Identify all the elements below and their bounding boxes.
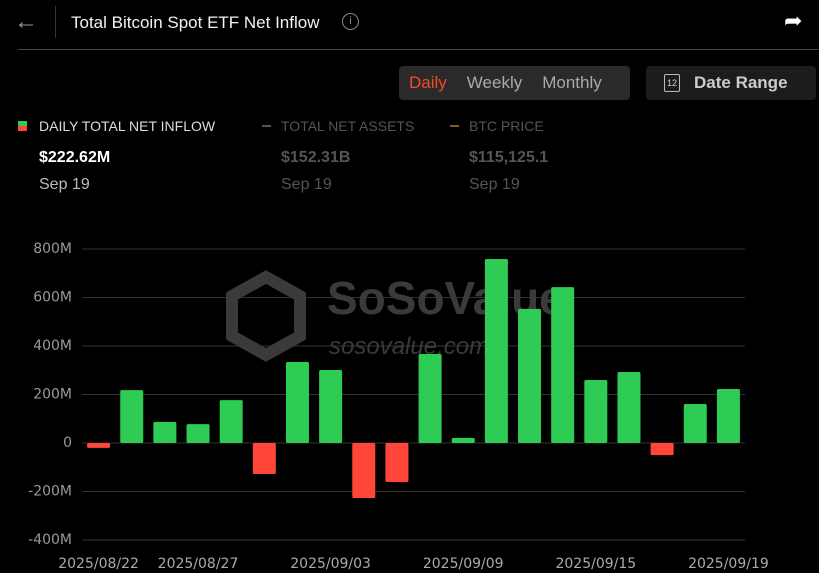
bar-2025/09/15[interactable]	[584, 379, 608, 443]
bar-2025/09/17[interactable]	[650, 443, 674, 456]
y-tick-label: 800M	[33, 241, 72, 257]
bar-2025/08/25[interactable]	[120, 390, 144, 443]
bar-2025/08/26[interactable]	[153, 421, 177, 443]
y-tick-label: 0	[63, 435, 72, 451]
bar-2025/09/02[interactable]	[285, 362, 309, 443]
legend-swatch-icon	[18, 121, 27, 131]
legend-total-net-assets[interactable]: TOTAL NET ASSETS	[262, 118, 414, 134]
bar-2025/09/05[interactable]	[385, 443, 409, 483]
tab-daily[interactable]: Daily	[409, 73, 447, 92]
y-tick-label: -400M	[28, 532, 72, 548]
x-tick-label: 2025/09/09	[423, 556, 504, 572]
tab-weekly[interactable]: Weekly	[466, 73, 523, 92]
x-tick-label: 2025/08/27	[158, 556, 239, 572]
bar-2025/09/18[interactable]	[683, 403, 707, 443]
bar-2025/09/08[interactable]	[418, 354, 442, 443]
share-icon[interactable]: ➦	[784, 8, 803, 33]
bar-2025/09/12[interactable]	[551, 287, 575, 443]
x-tick-label: 2025/09/19	[688, 556, 769, 572]
bar-2025/08/29[interactable]	[252, 443, 276, 475]
net-assets-value: $152.31B	[281, 149, 351, 166]
bar-2025/08/27[interactable]	[186, 424, 210, 443]
legend-line-icon	[262, 125, 271, 127]
y-tick-label: 400M	[33, 338, 72, 354]
watermark: SoSoValue sosovalue.com	[226, 270, 565, 362]
bar-2025/09/04[interactable]	[352, 443, 376, 499]
legend-label: DAILY TOTAL NET INFLOW	[39, 118, 216, 134]
net-assets-date: Sep 19	[281, 176, 332, 193]
btc-price-date: Sep 19	[469, 176, 520, 193]
inflow-date: Sep 19	[39, 176, 90, 193]
legend-label: BTC PRICE	[469, 118, 544, 134]
watermark-logo-icon	[226, 270, 306, 362]
date-range-button[interactable]: 12 Date Range	[646, 66, 816, 100]
bar-2025/08/22[interactable]	[87, 443, 111, 448]
calendar-icon: 12	[664, 74, 680, 92]
watermark-url: sosovalue.com	[329, 333, 489, 360]
bar-2025/09/03[interactable]	[319, 370, 343, 443]
bar-2025/09/11[interactable]	[518, 308, 542, 443]
bar-2025/09/19[interactable]	[716, 389, 740, 443]
x-tick-label: 2025/09/15	[555, 556, 636, 572]
bar-2025/09/16[interactable]	[617, 371, 641, 443]
bar-2025/08/28[interactable]	[219, 400, 243, 443]
bar-2025/09/10[interactable]	[484, 258, 508, 443]
back-button[interactable]: ←	[14, 8, 38, 35]
legend-line-icon	[450, 125, 459, 127]
legend-daily-inflow[interactable]: DAILY TOTAL NET INFLOW	[18, 118, 215, 134]
page-title: Total Bitcoin Spot ETF Net Inflow	[71, 13, 320, 32]
y-tick-label: 200M	[33, 387, 72, 403]
divider	[18, 49, 819, 50]
info-icon[interactable]: i	[342, 13, 359, 30]
bar-2025/09/09[interactable]	[451, 437, 475, 443]
legend-btc-price[interactable]: BTC PRICE	[450, 118, 544, 134]
y-tick-label: -200M	[28, 484, 72, 500]
period-toggle: Daily Weekly Monthly	[399, 66, 630, 100]
divider	[55, 6, 56, 38]
btc-price-value: $115,125.1	[469, 149, 549, 166]
date-range-label: Date Range	[694, 73, 788, 92]
x-tick-label: 2025/09/03	[290, 556, 371, 572]
y-tick-label: 600M	[33, 290, 72, 306]
inflow-value: $222.62M	[39, 149, 111, 166]
legend-label: TOTAL NET ASSETS	[281, 118, 415, 134]
x-tick-label: 2025/08/22	[58, 556, 139, 572]
tab-monthly[interactable]: Monthly	[542, 73, 602, 92]
